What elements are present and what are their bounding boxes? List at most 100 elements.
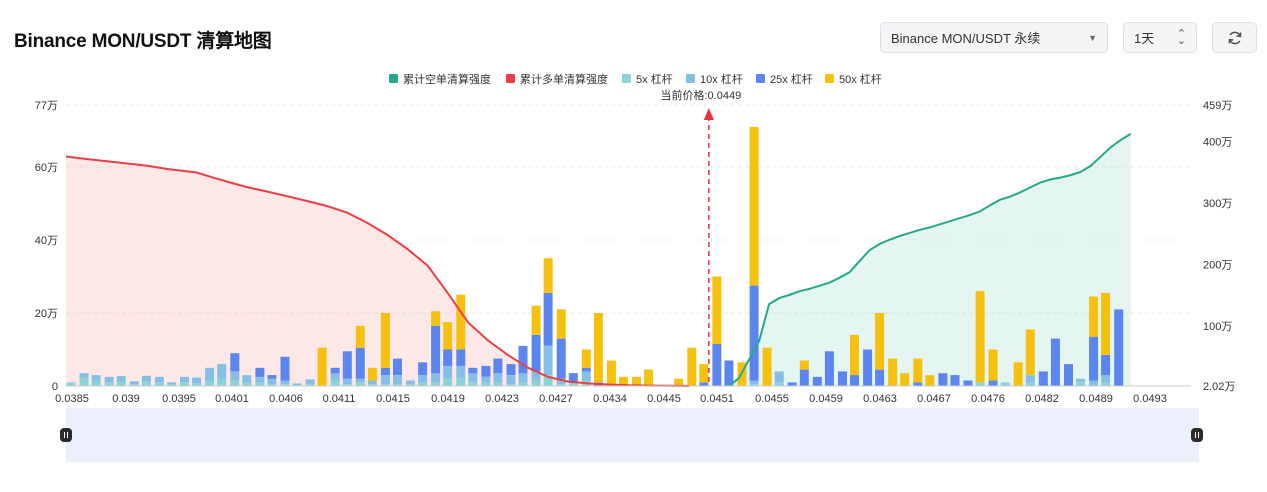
bar-segment-10x	[556, 378, 566, 385]
bar-segment-25x	[493, 358, 503, 374]
bar-segment-10x	[79, 373, 89, 379]
x-tick-label: 0.0411	[323, 393, 356, 405]
short-cumulative-area	[728, 133, 1131, 386]
bar-segment-50x	[556, 309, 566, 339]
bar-segment-5x	[543, 375, 553, 386]
slider-handle-right[interactable]	[1191, 428, 1203, 442]
cumulative-areas	[66, 133, 1131, 386]
x-tick-label: 0.0476	[971, 393, 1005, 405]
range-select[interactable]: 1天 ⌃ ⌄	[1123, 22, 1197, 53]
legend-swatch	[622, 74, 631, 83]
bar-segment-50x	[799, 360, 809, 370]
bar-segment-50x	[644, 369, 654, 386]
bar-segment-50x	[699, 364, 709, 383]
bar-segment-25x	[787, 382, 797, 386]
bar-segment-5x	[456, 378, 466, 386]
bar-segment-5x	[342, 384, 352, 386]
bar-segment-10x	[506, 375, 516, 385]
x-tick-label: 0.0455	[755, 393, 789, 405]
bar-segment-50x	[762, 347, 772, 386]
bar-segment-50x	[1013, 362, 1023, 386]
bar-segment-25x	[699, 382, 709, 386]
bar-segment-10x	[217, 364, 227, 379]
bar-segment-25x	[824, 351, 834, 386]
bar-segment-5x	[418, 382, 428, 386]
zoom-slider[interactable]	[60, 408, 1203, 462]
pair-select-value: Binance MON/USDT 永续	[891, 31, 1041, 46]
bar-segment-5x	[305, 384, 315, 386]
bar-segment-25x	[342, 351, 352, 379]
bar-segment-10x	[1025, 375, 1035, 383]
bar-segment-25x	[850, 375, 859, 386]
bar-segment-25x	[863, 349, 873, 386]
bar-segment-50x	[619, 376, 628, 386]
bar-segment-5x	[493, 382, 503, 386]
x-tick-label: 0.0434	[593, 393, 627, 405]
bar-segment-50x	[888, 358, 898, 386]
bar-segment-50x	[687, 347, 697, 386]
legend-label: 10x 杠杆	[700, 72, 743, 86]
bar-segment-10x	[431, 373, 441, 383]
bar-segment-5x	[205, 380, 215, 386]
refresh-button[interactable]	[1212, 22, 1257, 53]
bar-segment-5x	[518, 382, 528, 386]
bar-segment-25x	[393, 358, 402, 375]
slider-handle-left[interactable]	[60, 428, 72, 442]
bar-segment-10x	[406, 380, 415, 385]
x-tick-label: 0.039	[112, 393, 140, 405]
legend-label: 累计空单清算强度	[403, 72, 491, 86]
bar-segment-5x	[355, 382, 365, 386]
bar-segment-5x	[242, 382, 252, 386]
bar-segment-10x	[468, 373, 478, 383]
legend-swatch	[825, 74, 834, 83]
bar-segment-10x	[518, 373, 528, 383]
bar-segment-5x	[116, 381, 126, 386]
x-tick-label: 0.0451	[700, 393, 734, 405]
legend-swatch	[756, 74, 765, 83]
bar-segment-5x	[531, 380, 541, 386]
legend-swatch	[506, 74, 515, 83]
bar-segment-5x	[79, 378, 89, 386]
bar-segment-25x	[543, 292, 553, 346]
page-title: Binance MON/USDT 清算地图	[14, 31, 272, 52]
bar-segment-10x	[205, 367, 215, 381]
bar-segment-25x	[355, 347, 365, 379]
refresh-icon	[1228, 31, 1241, 44]
bar-segment-25x	[1114, 309, 1124, 386]
current-price-arrow	[703, 108, 714, 120]
bar-segment-50x	[850, 334, 859, 375]
chart-legend: 累计空单清算强度 累计多单清算强度 5x 杠杆 10x 杠杆 25x 杠杆 50x 杠杆	[389, 72, 882, 86]
x-tick-label: 0.0427	[539, 393, 573, 405]
bar-segment-10x	[129, 381, 139, 385]
bar-segment-5x	[774, 382, 784, 386]
y-right-tick-label: 200万	[1203, 259, 1232, 271]
bar-segment-50x	[317, 347, 327, 386]
bar-segment-25x	[556, 338, 566, 379]
legend-label: 5x 杠杆	[636, 72, 673, 86]
legend-label: 25x 杠杆	[770, 72, 813, 86]
x-tick-label: 0.0482	[1025, 393, 1059, 405]
bar-segment-25x	[418, 362, 428, 376]
bar-segment-50x	[1025, 329, 1035, 375]
bar-segment-10x	[267, 378, 277, 385]
bar-segment-25x	[938, 373, 948, 386]
x-tick-label: 0.0493	[1133, 393, 1167, 405]
bar-segment-50x	[531, 305, 541, 335]
bar-segment-10x	[230, 371, 240, 381]
bar-segment-10x	[154, 376, 164, 383]
bar-segment-25x	[812, 376, 822, 386]
bar-segment-10x	[367, 380, 377, 385]
y-left-tick-label: 20万	[35, 308, 58, 320]
range-select-value: 1天	[1134, 31, 1155, 46]
bar-segment-25x	[581, 367, 591, 372]
bar-segment-5x	[129, 384, 139, 386]
bar-segment-25x	[380, 367, 390, 376]
bar-segment-10x	[581, 371, 591, 381]
bar-segment-50x	[1101, 292, 1111, 355]
x-tick-label: 0.0459	[809, 393, 843, 405]
bar-segment-5x	[66, 382, 76, 386]
bar-segment-50x	[443, 322, 453, 350]
pair-select[interactable]: Binance MON/USDT 永续 ▼	[880, 22, 1108, 53]
bar-segment-50x	[581, 349, 591, 368]
y-right-tick-label: 2.02万	[1203, 381, 1235, 393]
